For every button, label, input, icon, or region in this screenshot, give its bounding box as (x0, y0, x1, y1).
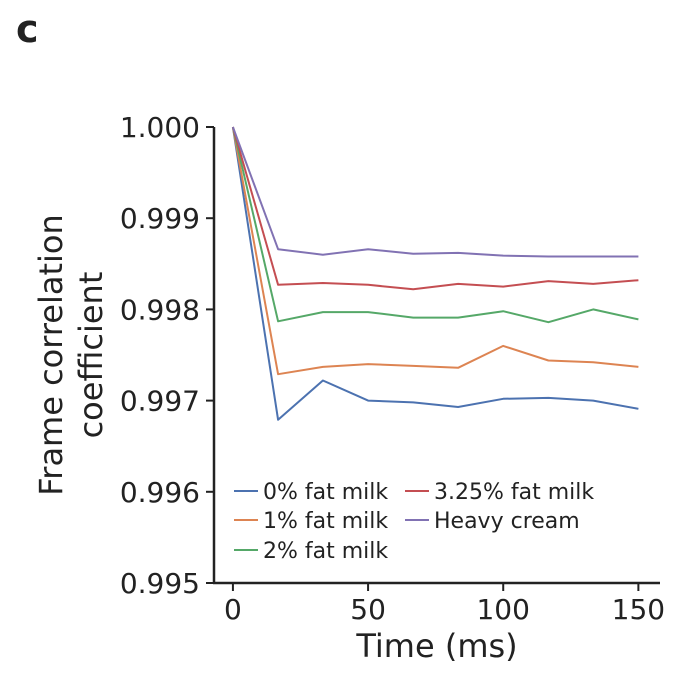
y-tick-label: 0.997 (120, 385, 200, 418)
y-tick-label: 0.999 (120, 202, 200, 235)
legend-label: 3.25% fat milk (434, 480, 594, 505)
y-tick-label: 0.996 (120, 476, 200, 509)
series-line (231, 126, 639, 258)
x-tick-label: 0 (224, 593, 242, 626)
series-line (231, 126, 639, 291)
y-axis-title-line: coefficient (72, 272, 110, 439)
series-line (231, 126, 639, 376)
axes: 0.995 0.996 0.997 0.998 0.999 1.000 0 50 100 150 (120, 111, 665, 626)
legend-label: 1% fat milk (263, 509, 388, 534)
x-tick-label: 150 (612, 593, 665, 626)
y-axis-title-line: Frame correlation (32, 214, 70, 496)
legend-label: 2% fat milk (263, 539, 388, 564)
legend-label: 0% fat milk (263, 480, 388, 505)
legend-label: Heavy cream (434, 509, 580, 534)
series-line (231, 126, 639, 324)
x-tick-label: 100 (476, 593, 529, 626)
y-tick-label: 0.995 (120, 567, 200, 600)
y-tick-label: 1.000 (120, 111, 200, 144)
axis-titles: Time (ms) Frame correlation coefficient (32, 214, 518, 665)
x-axis-title: Time (ms) (355, 627, 517, 665)
x-tick-label: 50 (350, 593, 386, 626)
panel-label: c (16, 7, 39, 51)
y-tick-label: 0.998 (120, 293, 200, 326)
series-lines (231, 126, 639, 421)
series-line (231, 126, 639, 421)
legend: 0% fat milk 1% fat milk 2% fat milk 3.25% f… (234, 480, 594, 564)
